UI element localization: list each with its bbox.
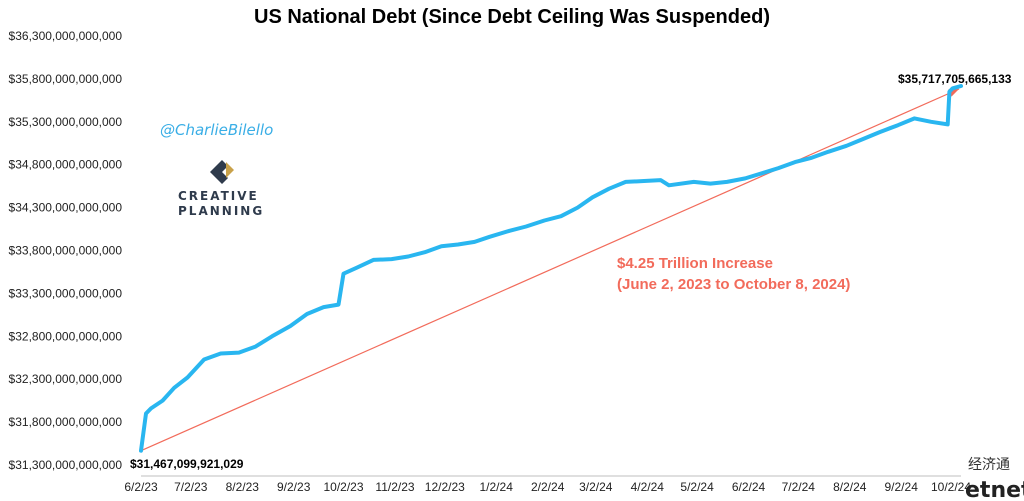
x-tick-label: 9/2/24: [885, 480, 919, 494]
y-tick-label: $36,300,000,000,000: [9, 29, 123, 43]
trend-line: [140, 88, 960, 452]
x-tick-label: 11/2/23: [375, 480, 414, 494]
author-handle: @CharlieBilello: [160, 121, 273, 139]
y-tick-label: $32,800,000,000,000: [9, 329, 123, 343]
creative-planning-logo-icon: [210, 160, 234, 184]
watermark-cn: 经济通: [968, 457, 1010, 473]
y-axis: $31,300,000,000,000 $31,800,000,000,000 $3…: [9, 29, 123, 472]
x-tick-label: 12/2/23: [425, 480, 465, 494]
y-tick-label: $35,300,000,000,000: [9, 115, 123, 129]
x-tick-label: 4/2/24: [631, 480, 665, 494]
x-tick-label: 6/2/24: [732, 480, 766, 494]
x-tick-label: 9/2/23: [277, 480, 311, 494]
y-tick-label: $32,300,000,000,000: [9, 372, 123, 386]
x-tick-label: 10/2/24: [931, 480, 971, 494]
increase-annotation: $4.25 Trillion Increase: [617, 255, 773, 272]
x-tick-label: 1/2/24: [480, 480, 514, 494]
y-tick-label: $31,300,000,000,000: [9, 458, 123, 472]
chart-title: US National Debt (Since Debt Ceiling Was…: [254, 6, 770, 28]
logo-text-planning: PLANNING: [178, 204, 264, 218]
x-tick-label: 7/2/24: [782, 480, 816, 494]
y-tick-label: $34,800,000,000,000: [9, 158, 123, 172]
end-value-label: $35,717,705,665,133: [898, 72, 1012, 86]
y-tick-label: $34,300,000,000,000: [9, 201, 123, 215]
y-tick-label: $35,800,000,000,000: [9, 72, 123, 86]
logo-text-creative: CREATIVE: [178, 189, 259, 203]
x-axis: 6/2/23 7/2/23 8/2/23 9/2/23 10/2/23 11/2/23 12…: [124, 480, 971, 494]
y-tick-label: $31,800,000,000,000: [9, 415, 123, 429]
x-tick-label: 5/2/24: [680, 480, 714, 494]
x-tick-label: 10/2/23: [323, 480, 363, 494]
x-tick-label: 7/2/23: [174, 480, 208, 494]
start-value-label: $31,467,099,921,029: [130, 457, 244, 471]
x-tick-label: 3/2/24: [579, 480, 613, 494]
x-tick-label: 2/2/24: [531, 480, 565, 494]
x-tick-label: 8/2/23: [226, 480, 260, 494]
x-tick-label: 6/2/23: [124, 480, 158, 494]
trend-arrow: [140, 88, 960, 452]
watermark-etnet: etnet: [965, 478, 1024, 501]
date-range-annotation: (June 2, 2023 to October 8, 2024): [617, 276, 850, 293]
x-tick-label: 8/2/24: [833, 480, 867, 494]
debt-series-line: [139, 84, 963, 453]
y-tick-label: $33,300,000,000,000: [9, 286, 123, 300]
y-tick-label: $33,800,000,000,000: [9, 244, 123, 258]
